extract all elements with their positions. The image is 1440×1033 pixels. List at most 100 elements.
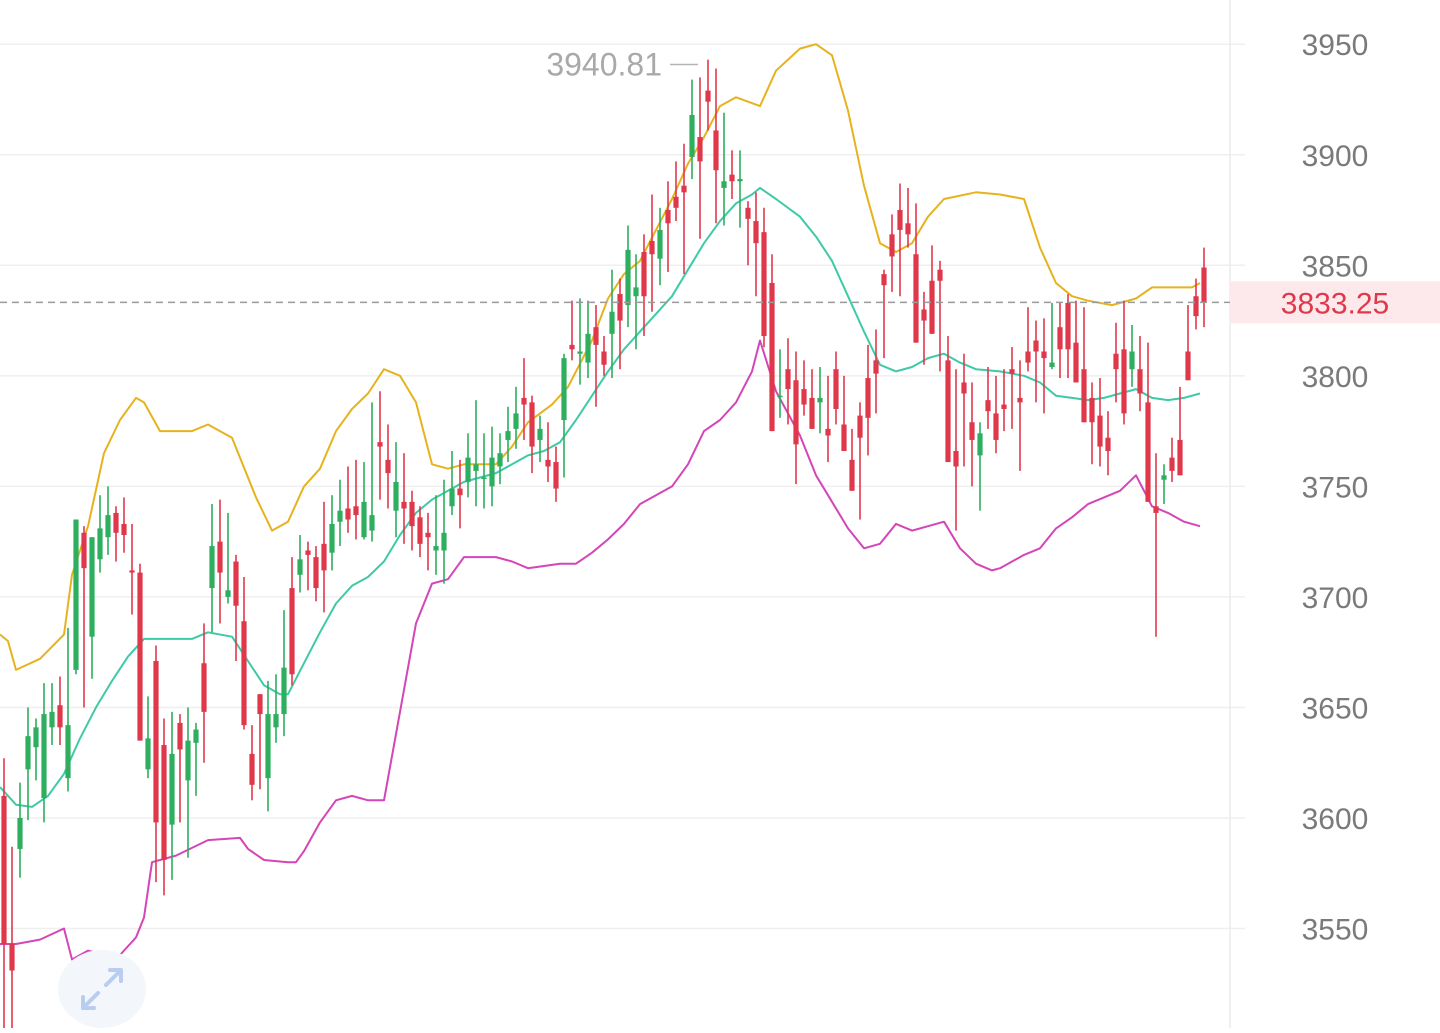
candle-body <box>953 450 959 467</box>
candle-body <box>1169 457 1175 471</box>
candle-body <box>337 510 343 522</box>
candle-body <box>921 309 927 321</box>
candle-body <box>417 517 423 544</box>
candle <box>705 59 711 131</box>
candle <box>1017 360 1023 471</box>
candle-body <box>1193 296 1199 317</box>
y-tick-label: 3900 <box>1302 140 1369 173</box>
candle <box>193 722 199 796</box>
candle-body <box>321 543 327 571</box>
candle-body <box>521 397 527 405</box>
candle-body <box>929 280 935 334</box>
candle <box>57 676 63 746</box>
candle-body <box>537 428 543 440</box>
candle <box>1113 322 1119 403</box>
candle-body <box>857 415 863 438</box>
candle-body <box>633 287 639 297</box>
candle-body <box>185 740 191 781</box>
candle-body <box>369 515 375 531</box>
candle-body <box>329 523 335 553</box>
candle-body <box>481 477 487 480</box>
candle <box>785 338 791 425</box>
candle-body <box>809 397 815 429</box>
bollinger-bands <box>0 43 1201 961</box>
candle-body <box>985 400 991 412</box>
candle-body <box>745 207 751 219</box>
y-tick-label: 3750 <box>1302 471 1369 504</box>
candle <box>697 77 703 239</box>
candle-body <box>1049 362 1055 367</box>
candle-body <box>209 546 215 589</box>
candle <box>953 369 959 531</box>
candle <box>417 506 423 558</box>
candle-body <box>625 249 631 306</box>
candle-body <box>113 512 119 533</box>
candle-body <box>1105 437 1111 451</box>
candle-body <box>609 311 615 334</box>
candle-body <box>881 274 887 286</box>
candle <box>1001 369 1007 432</box>
candle <box>65 627 71 792</box>
candle-body <box>577 351 583 354</box>
candle-body <box>169 753 175 825</box>
candle <box>1049 302 1055 370</box>
candle-body <box>769 282 775 432</box>
candle <box>129 523 135 615</box>
candle-body <box>1057 327 1063 350</box>
expand-icon <box>81 968 123 1010</box>
candle-body <box>1001 404 1007 409</box>
candle-body <box>233 561 239 606</box>
last-price-badge <box>1230 281 1440 324</box>
candle <box>801 360 807 416</box>
candle <box>617 278 623 370</box>
candle-body <box>889 234 895 257</box>
candle-body <box>393 481 399 511</box>
candle <box>865 344 871 456</box>
candle <box>1153 453 1159 637</box>
candle <box>217 499 223 624</box>
y-tick-label: 3800 <box>1302 361 1369 394</box>
candle-body <box>41 714 47 799</box>
candle-body <box>977 433 983 456</box>
candle-body <box>833 369 839 409</box>
candle-body <box>281 667 287 715</box>
candle <box>169 711 175 880</box>
candle <box>145 696 151 779</box>
candle-body <box>561 358 567 421</box>
candle-body <box>1097 415 1103 447</box>
candle-body <box>1153 506 1159 513</box>
candle <box>89 537 95 679</box>
candle <box>241 577 247 730</box>
candle-body <box>1201 267 1207 303</box>
candle-body <box>505 431 511 440</box>
candle-body <box>273 714 279 728</box>
candle-body <box>65 725 71 779</box>
candle <box>913 203 919 343</box>
candle <box>665 181 671 272</box>
expand-chart-button[interactable] <box>58 950 146 1028</box>
candle <box>489 426 495 507</box>
candle-body <box>993 413 999 440</box>
candle <box>1073 300 1079 383</box>
candle-body <box>793 380 799 445</box>
candle-body <box>1073 342 1079 383</box>
middle-band-line <box>0 186 1201 808</box>
y-tick-label: 3950 <box>1302 29 1369 62</box>
candle-body <box>497 453 503 467</box>
candle-body <box>569 344 575 350</box>
candle-body <box>1145 402 1151 502</box>
candle <box>265 680 271 812</box>
candle-body <box>1017 397 1023 403</box>
candle <box>857 402 863 520</box>
candle <box>353 459 359 540</box>
candle <box>321 501 327 613</box>
candle-body <box>825 428 831 436</box>
candle <box>537 415 543 463</box>
candle <box>153 645 159 883</box>
candle <box>761 207 767 348</box>
candle-body <box>1113 353 1119 370</box>
candle <box>9 846 15 1028</box>
candle <box>609 269 615 379</box>
